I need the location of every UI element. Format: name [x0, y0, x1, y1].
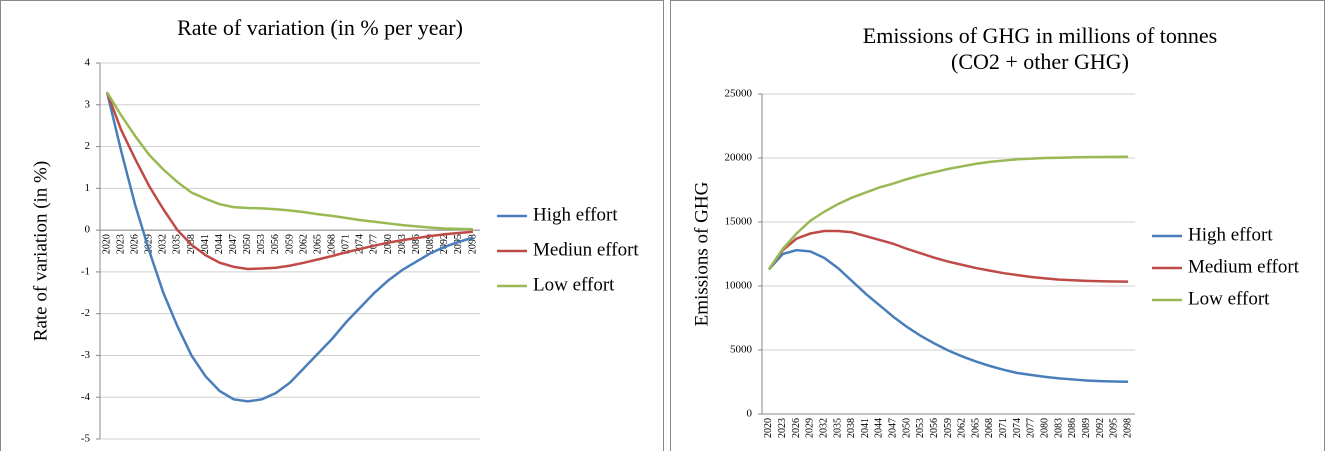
x-tick-label: 2065	[312, 234, 323, 254]
y-axis-label: Emissions of GHG	[691, 181, 712, 326]
series-line	[767, 248, 1129, 383]
x-tick-label: 2041	[200, 234, 211, 254]
x-tick-label: 2026	[129, 234, 140, 254]
x-tick-label: 2083	[1053, 418, 1064, 438]
chart-title: Rate of variation (in % per year)	[177, 15, 463, 40]
y-tick-label: -3	[81, 349, 91, 361]
x-tick-label: 2068	[984, 418, 995, 438]
x-tick-label: 2050	[901, 418, 912, 438]
x-tick-label: 2047	[888, 418, 899, 438]
x-tick-label: 2050	[242, 234, 253, 254]
series-line	[767, 229, 1129, 283]
x-tick-label: 2026	[791, 418, 802, 438]
x-tick-label: 2047	[228, 234, 239, 254]
x-tick-label: 2083	[397, 234, 408, 254]
x-tick-label: 2092	[439, 234, 450, 254]
x-tick-label: 2038	[846, 418, 857, 438]
x-tick-label: 2041	[860, 418, 871, 438]
series-line	[105, 91, 473, 231]
x-tick-label: 2062	[957, 418, 968, 438]
x-tick-label: 2077	[1026, 418, 1037, 438]
x-tick-label: 2059	[943, 418, 954, 438]
x-tick-label: 2071	[998, 418, 1009, 438]
x-tick-label: 2095	[453, 234, 464, 254]
x-tick-label: 2029	[144, 234, 155, 254]
x-tick-label: 2077	[369, 234, 380, 254]
x-tick-label: 2074	[355, 234, 366, 254]
y-tick-label: 0	[85, 224, 91, 236]
x-tick-label: 2059	[284, 234, 295, 254]
x-tick-label: 2098	[467, 234, 478, 254]
y-tick-label: 10000	[725, 280, 753, 292]
x-tick-label: 2056	[929, 418, 940, 438]
y-tick-label: 4	[85, 57, 91, 69]
x-tick-label: 2032	[158, 234, 169, 254]
x-tick-label: 2035	[832, 418, 843, 438]
series-line	[105, 91, 474, 271]
x-tick-label: 2092	[1095, 418, 1106, 438]
y-tick-label: -5	[81, 433, 91, 445]
legend-label: High effort	[533, 204, 618, 225]
chart-title: (CO2 + other GHG)	[951, 49, 1129, 74]
legend-label: Low effort	[533, 274, 615, 295]
x-tick-label: 2068	[327, 234, 338, 254]
y-tick-label: 15000	[725, 216, 753, 228]
x-tick-label: 2071	[341, 234, 352, 254]
x-tick-label: 2023	[777, 418, 788, 438]
y-tick-label: 20000	[725, 152, 753, 164]
x-tick-label: 2089	[1081, 418, 1092, 438]
x-tick-label: 2053	[915, 418, 926, 438]
chart-title: Emissions of GHG in millions of tonnes	[863, 23, 1217, 48]
x-tick-label: 2089	[425, 234, 436, 254]
x-tick-label: 2044	[214, 234, 225, 254]
y-tick-label: 1	[85, 182, 91, 194]
y-tick-label: -1	[81, 265, 90, 277]
x-tick-label: 2029	[805, 418, 816, 438]
x-tick-label: 2086	[411, 234, 422, 254]
legend-label: High effort	[1188, 224, 1273, 245]
y-tick-label: 3	[85, 98, 91, 110]
x-tick-label: 2023	[115, 234, 126, 254]
y-axis-label: Rate of variation (in %)	[30, 161, 51, 341]
x-tick-label: 2062	[298, 234, 309, 254]
x-tick-label: 2053	[256, 234, 267, 254]
y-tick-label: 25000	[725, 88, 753, 100]
legend-label: Medium effort	[1188, 256, 1300, 277]
x-tick-label: 2044	[874, 418, 885, 438]
x-tick-label: 2032	[818, 418, 829, 438]
x-tick-label: 2065	[970, 418, 981, 438]
y-tick-label: 2	[85, 140, 91, 152]
x-tick-label: 2056	[270, 234, 281, 254]
legend-label: Low effort	[1188, 288, 1270, 309]
x-tick-label: 2080	[1040, 418, 1051, 438]
x-tick-label: 2020	[763, 418, 774, 438]
x-tick-label: 2035	[172, 234, 183, 254]
y-tick-label: 5000	[730, 344, 753, 356]
y-tick-label: -2	[81, 307, 90, 319]
x-tick-label: 2074	[1012, 418, 1023, 438]
x-tick-label: 2095	[1109, 418, 1120, 438]
series-line	[105, 91, 474, 403]
series-line	[767, 155, 1129, 271]
x-tick-label: 2098	[1122, 418, 1133, 438]
x-tick-label: 2080	[383, 234, 394, 254]
y-tick-label: 0	[747, 408, 753, 420]
panel-frame	[0, 0, 664, 451]
x-tick-label: 2086	[1067, 418, 1078, 438]
x-tick-label: 2020	[101, 234, 112, 254]
y-tick-label: -4	[81, 391, 91, 403]
legend-label: Mediun effort	[533, 239, 639, 260]
